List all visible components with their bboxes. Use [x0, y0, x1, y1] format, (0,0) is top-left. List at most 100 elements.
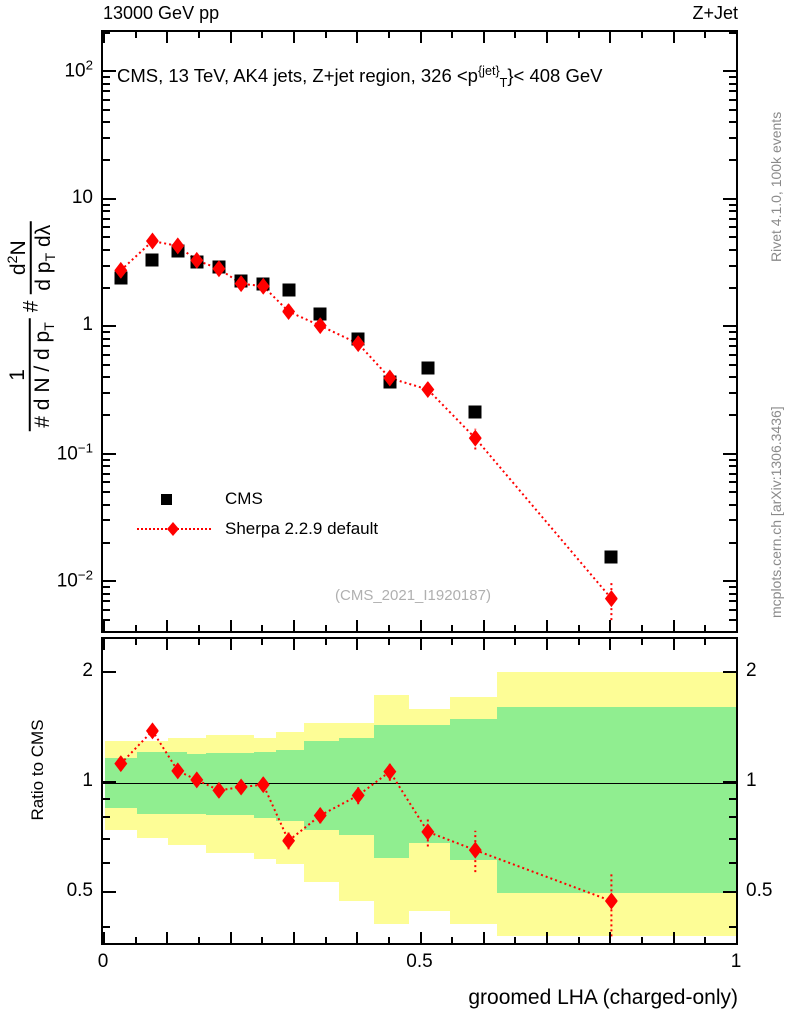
axis-tick	[419, 932, 422, 943]
axis-tick	[419, 620, 422, 631]
axis-tick	[723, 890, 736, 893]
axis-tick	[134, 937, 137, 943]
legend-key-square	[131, 489, 217, 509]
header-process-label: Z+Jet	[692, 3, 738, 23]
main-y-tick-label: 10−2	[56, 567, 93, 592]
axis-tick	[103, 781, 116, 784]
axis-tick	[704, 937, 707, 943]
axis-tick	[103, 932, 105, 943]
sherpa-data-point	[282, 303, 296, 321]
axis-tick	[609, 32, 612, 43]
sherpa-data-point	[256, 277, 270, 295]
axis-tick	[723, 671, 736, 674]
axis-tick	[103, 481, 110, 484]
axis-tick	[482, 620, 485, 631]
ylabel-denominator-2: d pT dλ	[31, 224, 59, 291]
axis-tick	[197, 937, 200, 943]
main-y-tick-label: 102	[64, 57, 93, 83]
axis-tick	[134, 625, 137, 631]
axis-tick	[577, 639, 580, 645]
axis-tick	[103, 608, 110, 611]
axis-tick	[729, 32, 736, 34]
axis-tick	[103, 159, 110, 162]
axis-tick	[609, 639, 612, 650]
axis-tick	[729, 631, 736, 633]
ratio-data-point	[383, 763, 397, 781]
axis-tick	[197, 639, 200, 645]
axis-tick	[103, 345, 110, 348]
axis-tick	[103, 70, 116, 73]
axis-tick	[514, 639, 517, 645]
axis-tick	[723, 781, 736, 784]
axis-tick	[729, 226, 736, 229]
axis-tick	[729, 458, 736, 461]
axis-tick	[103, 580, 116, 583]
axis-tick	[103, 32, 110, 34]
axis-tick	[103, 236, 110, 239]
axis-tick	[729, 519, 736, 522]
main-y-tick-label: 1	[82, 314, 93, 336]
ylabel-hash: #	[19, 300, 43, 313]
axis-tick	[729, 264, 736, 267]
axis-tick	[356, 32, 359, 43]
axis-tick	[103, 264, 110, 267]
axis-tick	[103, 197, 116, 200]
band-green-segment	[449, 718, 498, 861]
axis-tick	[729, 837, 736, 840]
axis-tick	[103, 286, 110, 289]
axis-tick	[103, 472, 110, 475]
axis-tick	[103, 671, 116, 674]
axis-tick	[197, 625, 200, 631]
axis-tick	[723, 70, 736, 73]
axis-tick	[103, 203, 110, 206]
axis-tick	[736, 932, 738, 943]
axis-tick	[261, 937, 264, 943]
axis-tick	[729, 286, 736, 289]
axis-tick	[729, 816, 736, 819]
axis-tick	[387, 625, 390, 631]
axis-tick	[729, 618, 736, 621]
axis-tick	[729, 98, 736, 101]
axis-tick	[672, 32, 675, 43]
sherpa-data-point	[604, 590, 618, 608]
axis-tick	[451, 32, 454, 38]
axis-tick	[729, 862, 736, 865]
axis-tick	[103, 890, 116, 893]
cms-data-point	[313, 307, 327, 321]
axis-tick	[103, 797, 110, 800]
axis-tick	[729, 481, 736, 484]
axis-tick	[729, 797, 736, 800]
axis-tick	[261, 639, 264, 645]
axis-tick	[166, 932, 169, 943]
axis-tick	[356, 639, 359, 650]
ratio-y-tick-label-left: 0.5	[66, 879, 93, 901]
axis-tick	[729, 337, 736, 340]
axis-tick	[103, 248, 110, 251]
ratio-plot-frame	[101, 637, 738, 945]
axis-tick	[451, 937, 454, 943]
axis-tick	[134, 32, 137, 38]
axis-tick	[103, 465, 110, 468]
ylabel-numerator-2: d2N	[5, 220, 32, 295]
axis-tick	[103, 325, 116, 328]
sherpa-data-point	[145, 232, 159, 250]
axis-tick	[577, 625, 580, 631]
ratio-y-tick-label-right: 1	[746, 770, 757, 792]
axis-tick	[729, 363, 736, 366]
axis-tick	[324, 639, 327, 645]
axis-tick	[641, 32, 644, 38]
axis-tick	[729, 203, 736, 206]
axis-tick	[103, 491, 110, 494]
axis-tick	[482, 639, 485, 650]
ratio-data-point	[351, 786, 365, 804]
axis-tick	[134, 639, 137, 645]
axis-tick	[729, 236, 736, 239]
axis-tick	[103, 98, 110, 101]
axis-tick	[166, 32, 169, 43]
axis-tick	[103, 631, 110, 633]
axis-tick	[641, 937, 644, 943]
axis-tick	[482, 32, 485, 43]
axis-tick	[514, 32, 517, 38]
axis-tick	[546, 639, 549, 650]
